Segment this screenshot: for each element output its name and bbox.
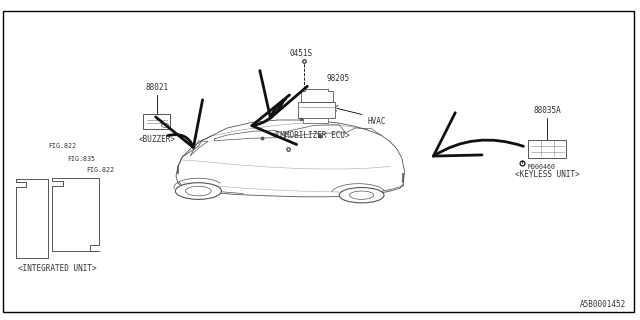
Text: <BUZZER>: <BUZZER>	[138, 135, 175, 144]
Text: FIG.835: FIG.835	[67, 156, 95, 162]
Text: HVAC: HVAC	[368, 117, 387, 126]
Text: FIG.822: FIG.822	[86, 167, 115, 173]
Polygon shape	[298, 102, 335, 118]
Text: <IMMOBILIZER ECU>: <IMMOBILIZER ECU>	[271, 131, 349, 140]
FancyArrowPatch shape	[260, 70, 307, 118]
Bar	[303, 118, 328, 123]
Ellipse shape	[349, 191, 374, 199]
Text: M000460: M000460	[528, 164, 556, 170]
Circle shape	[161, 124, 169, 127]
FancyArrowPatch shape	[156, 100, 202, 148]
FancyArrowPatch shape	[252, 95, 297, 144]
Bar	[143, 114, 170, 129]
Text: A5B0001452: A5B0001452	[580, 300, 626, 309]
Ellipse shape	[175, 183, 221, 199]
Text: 98205: 98205	[326, 74, 349, 83]
Text: 88035A: 88035A	[533, 106, 561, 115]
Ellipse shape	[186, 186, 211, 196]
Text: 0451S: 0451S	[289, 49, 312, 58]
FancyArrowPatch shape	[433, 113, 524, 156]
Polygon shape	[16, 179, 48, 258]
Polygon shape	[52, 178, 99, 251]
Text: 88021: 88021	[145, 84, 168, 92]
Polygon shape	[301, 89, 333, 102]
Text: <INTEGRATED UNIT>: <INTEGRATED UNIT>	[19, 264, 97, 273]
Ellipse shape	[339, 188, 384, 203]
Text: FIG.822: FIG.822	[48, 143, 76, 149]
Text: <KEYLESS UNIT>: <KEYLESS UNIT>	[515, 170, 580, 179]
Bar	[528, 140, 566, 157]
